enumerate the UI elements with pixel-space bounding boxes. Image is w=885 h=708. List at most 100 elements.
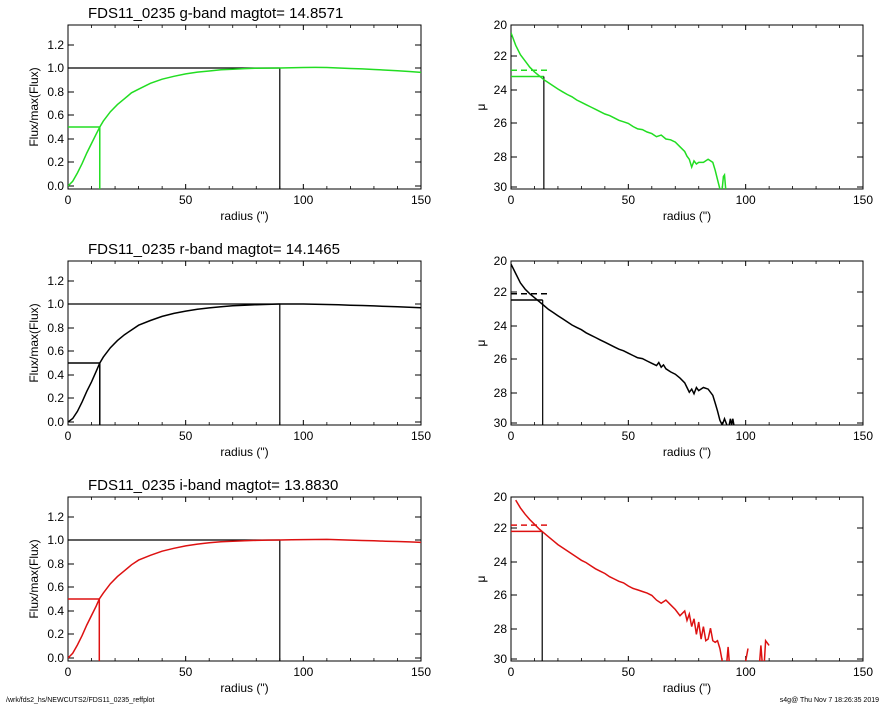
x-axis-label: radius (") — [220, 681, 268, 695]
y-tick-label: 0.0 — [47, 651, 64, 665]
y-tick-label: 0.2 — [47, 155, 64, 169]
growth-curve-line — [68, 66, 421, 187]
y-axis-label: μ — [474, 339, 488, 346]
x-tick-label: 0 — [65, 429, 72, 443]
x-tick-label: 50 — [622, 193, 636, 207]
x-tick-label: 50 — [179, 193, 193, 207]
plot-data-layer — [68, 66, 421, 189]
y-tick-label: 0.8 — [47, 321, 64, 335]
growth-curve-line — [68, 303, 421, 423]
y-tick-label: 24 — [494, 83, 508, 97]
y-axis-label: Flux/max(Flux) — [27, 303, 41, 382]
surface-brightness-profile-line — [744, 648, 749, 661]
plot-data-layer — [511, 32, 727, 189]
y-tick-label: 1.0 — [47, 533, 64, 547]
y-tick-label: 20 — [494, 490, 508, 504]
y-tick-label: 26 — [494, 116, 508, 130]
x-tick-label: 0 — [508, 429, 515, 443]
y-tick-label: 30 — [494, 180, 508, 194]
y-tick-label: 26 — [494, 352, 508, 366]
x-tick-label: 100 — [293, 429, 313, 443]
y-tick-label: 0.0 — [47, 179, 64, 193]
y-tick-label: 30 — [494, 416, 508, 430]
x-axis-label: radius (") — [220, 209, 268, 223]
y-tick-label: 22 — [494, 285, 508, 299]
panel-r-cumulative: FDS11_0235 r-band magtot= 14.1465 0 50 100 1… — [27, 241, 431, 459]
x-tick-label: 100 — [736, 665, 756, 679]
y-tick-label: 0.6 — [47, 108, 64, 122]
plot-frame — [67, 260, 422, 426]
x-tick-label: 150 — [411, 429, 431, 443]
x-tick-label: 100 — [293, 193, 313, 207]
y-tick-label: 22 — [494, 49, 508, 63]
y-axis-label: μ — [474, 103, 488, 110]
y-tick-label: 0.8 — [47, 557, 64, 571]
x-tick-label: 50 — [622, 429, 636, 443]
y-axis-label: Flux/max(Flux) — [27, 67, 41, 146]
x-axis-label: radius (") — [220, 445, 268, 459]
surface-brightness-profile-line — [758, 645, 763, 661]
plot-frame — [510, 24, 864, 190]
x-tick-label: 100 — [736, 193, 756, 207]
y-tick-label: 24 — [494, 319, 508, 333]
x-tick-label: 0 — [508, 665, 515, 679]
x-tick-label: 50 — [622, 665, 636, 679]
y-tick-label: 30 — [494, 652, 508, 666]
plot-frame — [510, 496, 864, 662]
y-tick-label: 26 — [494, 588, 508, 602]
x-axis-label: radius (") — [663, 681, 711, 695]
plot-data-layer — [68, 303, 421, 425]
plot-data-layer — [511, 263, 735, 425]
y-tick-label: 0.2 — [47, 627, 64, 641]
y-tick-label: 28 — [494, 386, 508, 400]
surface-brightness-profile-line — [511, 32, 721, 189]
surface-brightness-profile-line — [728, 418, 735, 425]
x-tick-label: 50 — [179, 429, 193, 443]
y-tick-label: 0.2 — [47, 391, 64, 405]
panel-i-profile: 0 50 100 150 radius (") 20 22 24 26 28 30 μ — [474, 490, 873, 695]
y-tick-label: 22 — [494, 521, 508, 535]
plot-frame — [67, 24, 422, 190]
footer-file-path: /wrk/fds2_hs/NEWCUTS2/FDS11_0235_reffplo… — [6, 697, 155, 704]
panel-r-profile: 0 50 100 150 radius (") 20 22 24 26 28 30 μ — [474, 254, 873, 459]
panel-title: FDS11_0235 i-band magtot= 13.8830 — [88, 477, 338, 494]
plot-data-layer — [511, 499, 770, 661]
x-tick-label: 150 — [853, 665, 873, 679]
panel-title: FDS11_0235 r-band magtot= 14.1465 — [88, 241, 340, 258]
y-tick-label: 1.0 — [47, 297, 64, 311]
footer-timestamp: s4g@ Thu Nov 7 18:26:35 2019 — [779, 697, 879, 704]
growth-curve-line — [68, 538, 421, 659]
x-tick-label: 0 — [65, 193, 72, 207]
y-tick-label: 20 — [494, 254, 508, 268]
panel-g-cumulative: FDS11_0235 g-band magtot= 14.8571 0 50 100 1… — [27, 5, 431, 223]
y-tick-label: 0.4 — [47, 604, 64, 618]
surface-brightness-profile-line — [511, 263, 728, 425]
x-tick-label: 150 — [411, 193, 431, 207]
surface-brightness-profile-line — [726, 646, 730, 661]
y-tick-label: 0.4 — [47, 132, 64, 146]
x-tick-label: 150 — [411, 665, 431, 679]
x-tick-label: 100 — [293, 665, 313, 679]
y-tick-label: 20 — [494, 18, 508, 32]
plot-frame — [510, 260, 864, 426]
y-tick-label: 1.2 — [47, 38, 64, 52]
y-tick-label: 0.8 — [47, 85, 64, 99]
y-tick-label: 24 — [494, 555, 508, 569]
x-axis-label: radius (") — [663, 209, 711, 223]
y-tick-label: 28 — [494, 150, 508, 164]
x-axis-label: radius (") — [663, 445, 711, 459]
x-tick-label: 150 — [853, 193, 873, 207]
surface-brightness-profile-line — [515, 499, 723, 661]
panel-title: FDS11_0235 g-band magtot= 14.8571 — [88, 5, 343, 22]
surface-brightness-profile-line — [721, 172, 727, 189]
y-tick-label: 1.2 — [47, 510, 64, 524]
y-axis-label: Flux/max(Flux) — [27, 539, 41, 618]
surface-brightness-profile-line — [763, 638, 770, 661]
x-tick-label: 0 — [65, 665, 72, 679]
y-tick-label: 0.6 — [47, 580, 64, 594]
panel-g-profile: 0 50 100 150 radius (") 20 22 24 26 28 30 μ — [474, 18, 873, 223]
x-tick-label: 50 — [179, 665, 193, 679]
y-tick-label: 28 — [494, 622, 508, 636]
y-axis-label: μ — [474, 575, 488, 582]
